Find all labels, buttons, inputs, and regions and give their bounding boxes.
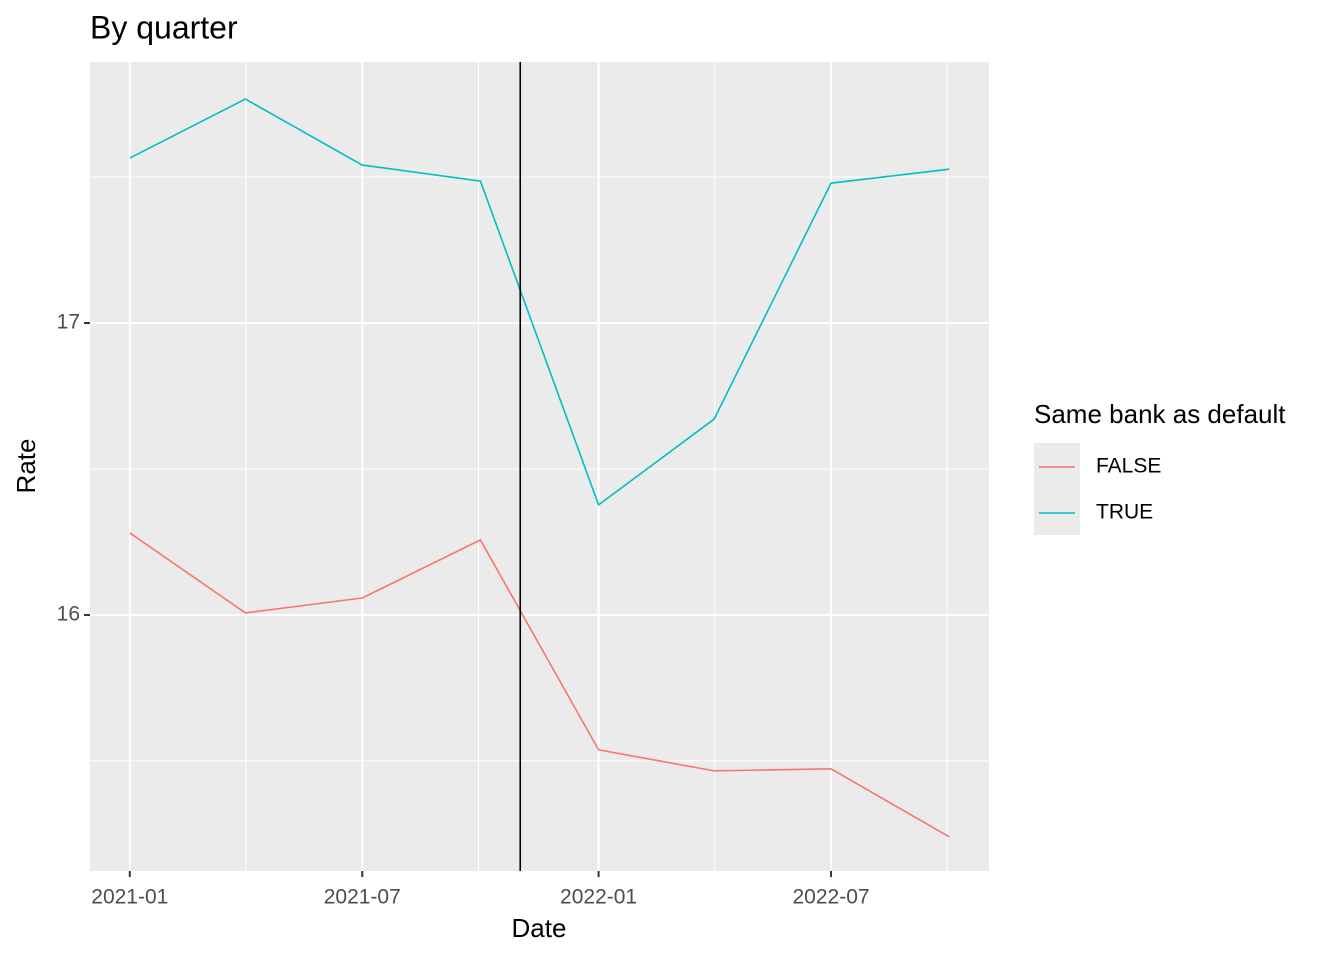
chart-title: By quarter — [90, 9, 238, 45]
legend-key-box — [1034, 443, 1080, 535]
legend-label: FALSE — [1096, 455, 1161, 478]
x-tick-label: 2021-07 — [324, 886, 401, 909]
legend-title: Same bank as default — [1034, 399, 1286, 429]
line-series — [129, 532, 950, 838]
x-tick-label: 2022-01 — [560, 886, 637, 909]
x-tick-label: 2022-07 — [792, 886, 869, 909]
legend-label: TRUE — [1096, 501, 1153, 524]
x-axis-title: Date — [512, 913, 567, 943]
x-tick-label: 2021-01 — [91, 886, 168, 909]
panel — [90, 62, 989, 871]
y-axis-title: Rate — [11, 439, 41, 494]
y-tick-label: 17 — [57, 311, 80, 334]
y-tick-label: 16 — [57, 603, 80, 626]
line-series — [129, 98, 950, 507]
